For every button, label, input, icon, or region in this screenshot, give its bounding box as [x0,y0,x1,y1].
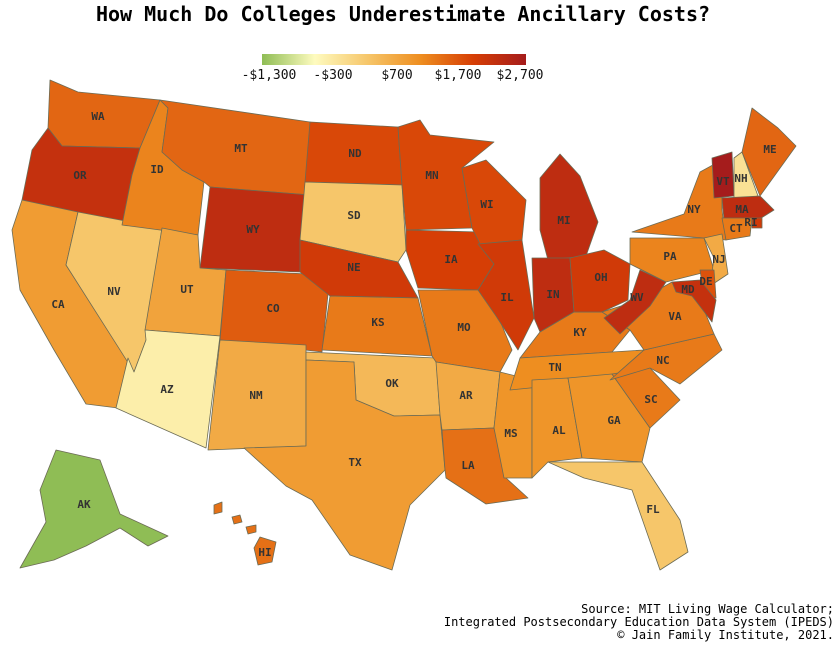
legend-tick-5: $2,700 [496,68,544,83]
state-label-mt: MT [234,142,248,155]
state-ny [631,159,727,241]
legend-tick-3: $700 [381,68,413,83]
state-label-tx: TX [348,456,362,469]
color-legend: -$1,300 -$300 $700 $1,700 $2,700 [238,52,548,86]
state-label-ms: MS [504,427,517,440]
state-label-ky: KY [573,326,587,339]
legend-tick-4: $1,700 [434,68,482,83]
state-mi [539,153,599,261]
state-co [219,269,331,353]
state-label-nc: NC [656,354,669,367]
state-label-oh: OH [594,271,607,284]
state-label-de: DE [699,275,712,288]
state-ak [19,449,169,569]
state-label-ks: KS [371,316,384,329]
state-label-sc: SC [644,393,657,406]
state-label-nd: ND [348,147,362,160]
state-label-va: VA [668,310,682,323]
state-label-ma: MA [735,203,749,216]
state-label-ut: UT [180,283,194,296]
state-ga [567,373,651,463]
state-label-ne: NE [347,261,360,274]
state-label-fl: FL [646,503,660,516]
state-wi [461,159,527,245]
state-hi-island-4 [253,536,277,566]
state-label-or: OR [73,169,87,182]
state-label-il: IL [500,291,514,304]
state-label-vt: VT [716,175,730,188]
state-label-co: CO [266,302,280,315]
state-label-hi: HI [258,546,271,559]
state-label-ar: AR [459,389,473,402]
state-oh [569,249,631,313]
state-tx [243,359,446,571]
state-label-ak: AK [77,498,91,511]
legend-tick-2: -$300 [313,68,353,83]
state-label-nm: NM [249,389,263,402]
state-label-ok: OK [385,377,399,390]
state-label-la: LA [461,459,475,472]
state-label-ct: CT [729,222,743,235]
state-pa [629,237,715,283]
legend-color-bar [262,54,526,65]
state-al [531,377,583,479]
state-sd [299,181,407,263]
state-label-wi: WI [480,198,493,211]
state-label-in: IN [546,288,559,301]
state-label-mi: MI [557,214,570,227]
state-hi-island-2 [231,514,243,525]
state-label-wv: WV [630,291,644,304]
state-label-nv: NV [107,285,121,298]
state-il [477,239,535,351]
state-me [741,107,797,197]
state-label-md: MD [681,283,695,296]
state-label-ny: NY [687,203,701,216]
source-line-2: Integrated Postsecondary Education Data … [443,615,834,629]
state-label-ri: RI [744,216,757,229]
state-md [671,279,717,323]
state-nj [703,233,729,287]
source-line-1: Source: MIT Living Wage Calculator; [581,602,834,616]
map-title: How Much Do Colleges Underestimate Ancil… [95,2,711,26]
state-fl [547,461,689,571]
state-label-ia: IA [444,253,458,266]
state-ct [721,217,753,241]
state-label-wy: WY [246,223,260,236]
state-label-pa: PA [663,250,677,263]
legend-tick-1: -$1,300 [241,68,297,83]
state-label-wa: WA [91,110,105,123]
source-note: Source: MIT Living Wage Calculator; Inte… [444,603,834,642]
state-label-ga: GA [607,414,621,427]
state-hi [213,501,223,515]
state-label-nj: NJ [712,253,725,266]
state-label-mo: MO [457,321,471,334]
source-line-3: © Jain Family Institute, 2021. [617,628,834,642]
state-label-al: AL [552,424,566,437]
state-label-sd: SD [347,209,361,222]
state-label-id: ID [150,163,164,176]
state-label-ca: CA [51,298,65,311]
state-ri [751,217,763,229]
state-hi-island-3 [245,524,257,535]
state-label-nh: NH [734,172,747,185]
state-label-mn: MN [425,169,438,182]
state-label-az: AZ [160,383,174,396]
us-map: WA OR CA NV ID MT WY UT AZ CO NM ND SD NE KS OK TX MN IA MO… [11,79,797,571]
state-ma [721,195,775,221]
state-label-me: ME [763,143,776,156]
state-az [115,329,221,449]
state-label-tn: TN [548,361,561,374]
